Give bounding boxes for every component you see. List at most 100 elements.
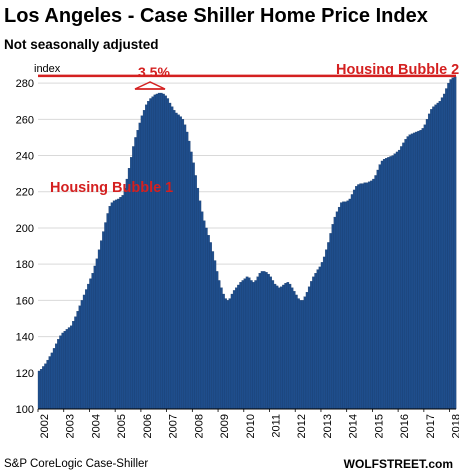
bar	[147, 101, 150, 410]
bar	[451, 77, 455, 410]
chart-subtitle: Not seasonally adjusted	[4, 37, 159, 52]
bar	[359, 183, 362, 410]
bar	[387, 157, 390, 410]
bar	[226, 300, 230, 410]
bar	[404, 139, 407, 410]
bar	[93, 265, 97, 410]
y-tick-label: 280	[16, 78, 34, 90]
bar	[380, 160, 384, 410]
bar	[85, 289, 88, 410]
bar	[155, 93, 159, 410]
bar	[243, 278, 247, 410]
bar	[205, 227, 208, 410]
bar	[385, 158, 388, 410]
bar	[237, 284, 240, 410]
bar	[314, 273, 317, 410]
bar	[211, 251, 215, 410]
bar	[200, 211, 204, 410]
bar	[149, 98, 152, 410]
bar	[170, 106, 174, 410]
bar	[297, 298, 300, 410]
bar	[97, 249, 101, 410]
bar	[70, 325, 73, 410]
bar	[202, 220, 206, 410]
bar	[247, 277, 251, 410]
bar	[342, 201, 345, 410]
x-tick-label: 2006	[142, 414, 154, 438]
bar	[123, 187, 127, 410]
bar	[303, 296, 307, 410]
bar	[320, 262, 324, 410]
bar	[453, 76, 457, 410]
bar	[337, 206, 341, 410]
bar	[419, 130, 422, 410]
bar	[344, 201, 347, 410]
bar	[301, 300, 305, 410]
bar	[235, 287, 238, 410]
bar	[121, 195, 125, 410]
bar	[185, 131, 189, 410]
y-tick-label: 180	[16, 259, 34, 271]
bar	[292, 291, 296, 410]
bar	[275, 285, 279, 410]
bar	[183, 124, 187, 410]
bar	[269, 276, 272, 410]
y-tick-label: 120	[16, 368, 34, 380]
bar	[352, 189, 356, 410]
bar	[355, 186, 358, 410]
bar	[449, 79, 453, 410]
y-tick-label: 200	[16, 223, 34, 235]
source-note: S&P CoreLogic Case-Shiller	[4, 458, 149, 470]
bar	[250, 280, 253, 410]
bar	[245, 276, 249, 410]
x-tick-label: 2003	[65, 414, 77, 438]
bar	[134, 137, 137, 410]
bar	[265, 272, 268, 410]
annotation-housing-bubble-2: Housing Bubble 2	[336, 62, 459, 78]
bar	[271, 280, 275, 410]
x-tick-label: 2012	[296, 414, 308, 438]
bar	[277, 287, 281, 410]
bar	[50, 352, 54, 410]
x-tick-label: 2008	[193, 414, 205, 438]
bar	[410, 133, 414, 410]
bar	[102, 231, 105, 410]
bar	[395, 151, 399, 410]
bar	[44, 363, 47, 410]
y-axis-label: index	[34, 63, 61, 75]
bar	[95, 258, 99, 410]
bar	[136, 130, 140, 410]
bar	[220, 287, 223, 410]
bar	[382, 158, 386, 410]
x-tick-label: 2013	[322, 414, 334, 438]
bar	[427, 113, 431, 410]
bar	[39, 369, 43, 410]
y-tick-label: 160	[16, 295, 34, 307]
bar	[310, 281, 313, 410]
bar	[228, 298, 232, 410]
bar	[157, 92, 161, 410]
bar	[447, 82, 450, 410]
bar	[213, 260, 217, 410]
bar	[80, 300, 84, 410]
bar	[104, 222, 107, 410]
bar	[230, 293, 234, 410]
bar	[145, 104, 148, 410]
bar	[445, 88, 448, 410]
bar	[262, 271, 266, 410]
bar	[284, 283, 287, 410]
bar	[357, 184, 360, 410]
y-tick-label: 260	[16, 114, 34, 126]
bar	[125, 178, 129, 410]
bar	[361, 183, 365, 410]
bar	[172, 110, 176, 410]
bar	[142, 110, 146, 410]
bar	[442, 93, 446, 410]
bar	[217, 280, 221, 410]
bar	[209, 242, 212, 410]
bar	[432, 106, 435, 410]
bar	[299, 300, 302, 410]
bar	[151, 96, 155, 410]
bar	[318, 266, 322, 410]
bar	[307, 286, 311, 410]
